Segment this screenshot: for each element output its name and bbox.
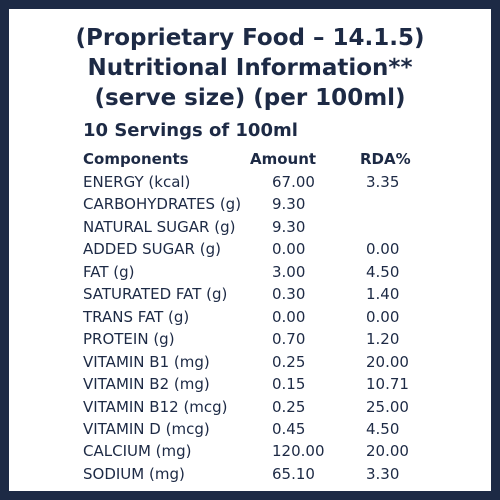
- rda: 25.00: [366, 397, 409, 416]
- component: VITAMIN B2 (mg): [83, 375, 210, 394]
- column-header: Components: [83, 150, 189, 168]
- rda: 4.50: [366, 419, 400, 438]
- amount: 0.45: [272, 419, 306, 438]
- amount: 0.15: [272, 375, 306, 394]
- amount: 0.00: [272, 307, 306, 326]
- component: TRANS FAT (g): [83, 307, 190, 326]
- amount: 65.10: [272, 464, 315, 483]
- amount: 0.30: [272, 285, 306, 304]
- component: VITAMIN B12 (mcg): [83, 397, 228, 416]
- rda: 1.40: [366, 285, 400, 304]
- subtitle: 10 Servings of 100ml: [83, 120, 298, 141]
- component: VITAMIN D (mcg): [83, 419, 210, 438]
- amount: 9.30: [272, 195, 306, 214]
- component: SODIUM (mg): [83, 464, 185, 483]
- amount: 9.30: [272, 217, 306, 236]
- title-line: (serve size) (per 100ml): [94, 85, 406, 111]
- amount: 3.00: [272, 262, 306, 281]
- rda: 4.50: [366, 262, 400, 281]
- title-line: (Proprietary Food – 14.1.5): [75, 25, 425, 51]
- component: NATURAL SUGAR (g): [83, 217, 236, 236]
- component: CARBOHYDRATES (g): [83, 195, 242, 214]
- rda: 3.35: [366, 173, 400, 191]
- component: ADDED SUGAR (g): [83, 240, 221, 259]
- amount: 67.00: [272, 173, 315, 191]
- component: ENERGY (kcal): [83, 173, 191, 191]
- component: CALCIUM (mg): [83, 442, 192, 461]
- amount: 0.25: [272, 352, 306, 371]
- rda: 0.00: [366, 240, 400, 259]
- rda: 20.00: [366, 352, 409, 371]
- component: VITAMIN B1 (mg): [83, 352, 210, 371]
- component: FAT (g): [83, 262, 135, 281]
- amount: 0.70: [272, 330, 306, 349]
- amount: 120.00: [272, 442, 325, 461]
- component: SATURATED FAT (g): [83, 285, 228, 304]
- component: PROTEIN (g): [83, 330, 175, 349]
- rda: 10.71: [366, 375, 409, 394]
- rda: 0.00: [366, 307, 400, 326]
- column-header: Amount: [250, 150, 317, 168]
- amount: 0.00: [272, 240, 306, 259]
- amount: 0.25: [272, 397, 306, 416]
- title-line: Nutritional Information**: [87, 55, 413, 81]
- rda: 20.00: [366, 442, 409, 461]
- rda: 3.30: [366, 464, 400, 483]
- rda: 1.20: [366, 330, 400, 349]
- column-header: RDA%: [360, 150, 411, 168]
